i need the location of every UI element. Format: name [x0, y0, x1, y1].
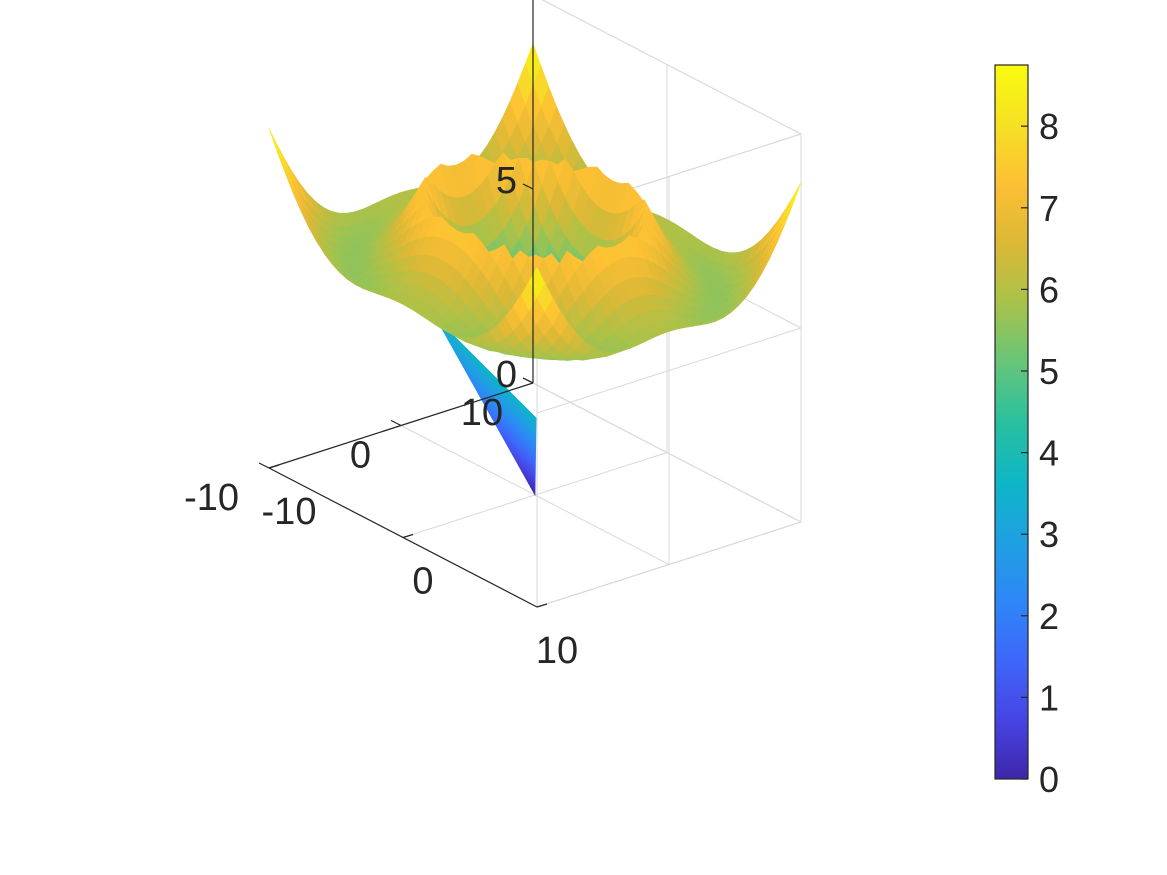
x-tick-mark — [536, 603, 548, 608]
y-tick-label: -10 — [184, 477, 239, 519]
colorbar-tick-label: 8 — [1039, 106, 1059, 147]
colorbar-tick-label: 3 — [1039, 514, 1059, 555]
colorbar-tick-label: 0 — [1039, 759, 1059, 800]
x-tick-mark — [268, 464, 280, 469]
colorbar-tick-label: 7 — [1039, 188, 1059, 229]
surface-face — [785, 182, 802, 218]
surface-face — [268, 128, 285, 167]
z-tick-label: 0 — [496, 354, 517, 396]
x-tick-label: -10 — [262, 491, 317, 533]
colorbar-gradient — [994, 64, 1029, 780]
x-tick-mark — [402, 533, 414, 539]
colorbar-tick-label: 2 — [1039, 596, 1059, 637]
surface-face — [276, 143, 293, 182]
z-tick-label: 5 — [496, 160, 517, 202]
colorbar-tick-label: 1 — [1039, 677, 1059, 718]
colorbar-tick-label: 6 — [1039, 269, 1059, 310]
y-tick-label: 0 — [350, 435, 371, 477]
y-tick-label: 10 — [461, 392, 503, 434]
wall-grid-line — [536, 521, 802, 608]
y-tick-mark — [390, 419, 402, 427]
colorbar: 0 1 2 3 4 5 6 7 8 — [994, 64, 1059, 800]
y-tick-mark — [258, 462, 270, 469]
x-tick-label: 10 — [536, 630, 578, 672]
wall-grid-line — [536, 327, 802, 414]
axes-lines — [258, 0, 548, 608]
x-tick-label: 0 — [412, 561, 433, 603]
colorbar-tick-label: 5 — [1039, 351, 1059, 392]
colorbar-tick-label: 4 — [1039, 433, 1059, 474]
z-tick-mark — [522, 183, 534, 190]
surface-mesh — [268, 42, 802, 497]
z-tick-label: 10 — [475, 0, 517, 8]
z-tick-mark — [522, 377, 534, 384]
surface-face — [777, 196, 794, 231]
wall-grid-line — [532, 382, 802, 523]
wall-grid-line — [541, 0, 802, 135]
